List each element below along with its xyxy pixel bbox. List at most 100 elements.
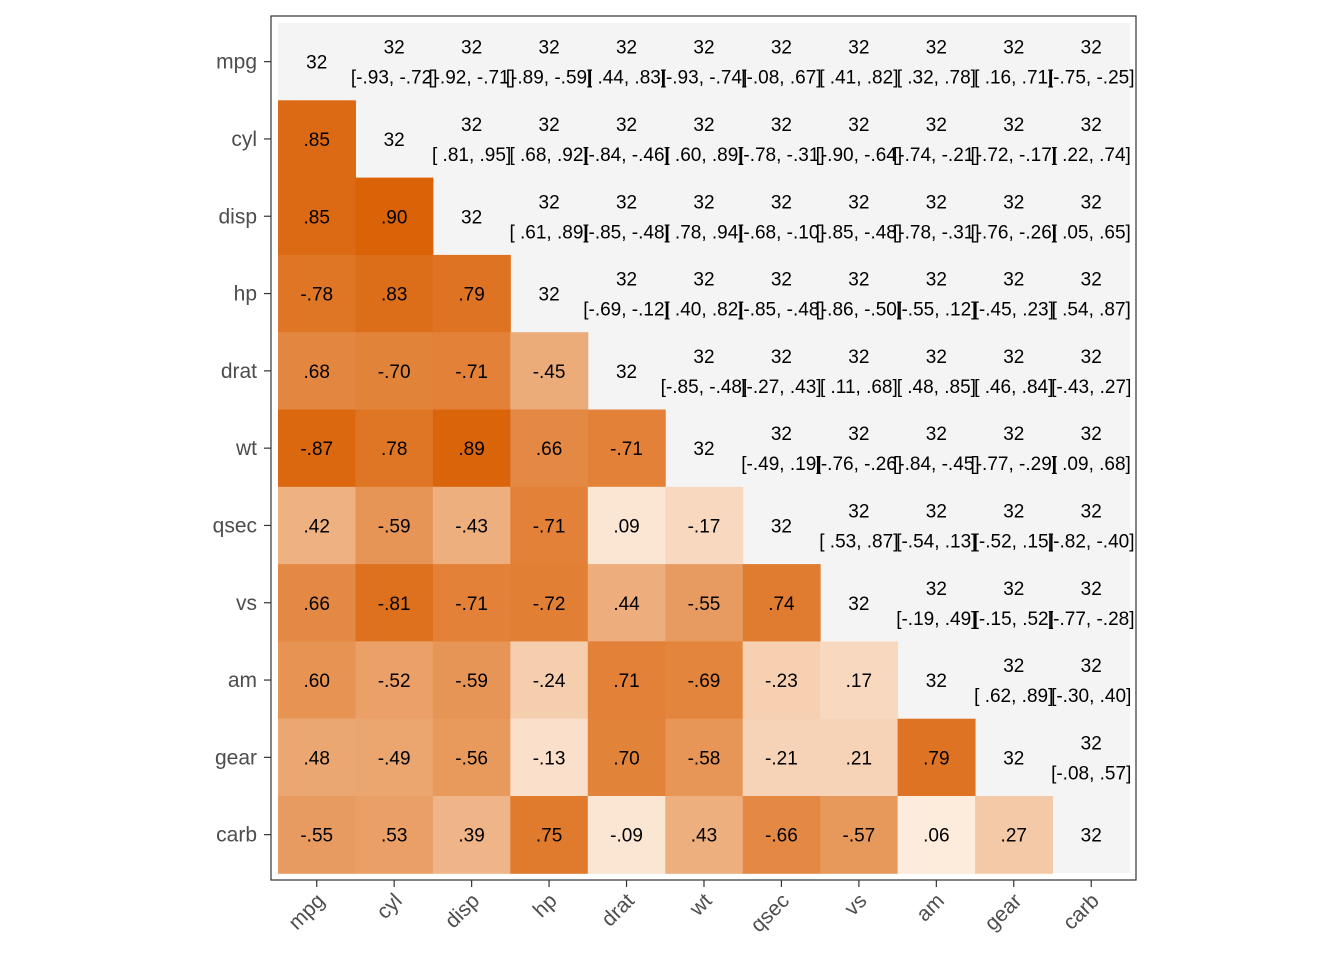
heatmap-cell-vs-qsec [742, 564, 821, 642]
sample-size-cyl-hp: 32 [539, 115, 560, 136]
confidence-interval-mpg-qsec: [-.08, .67] [741, 68, 821, 89]
correlation-label-carb-gear: .27 [1001, 826, 1027, 847]
confidence-interval-drat-carb: [-.43, .27] [1051, 377, 1131, 398]
heatmap-cell-disp-cyl [355, 177, 434, 256]
sample-size-cyl-vs: 32 [848, 115, 869, 136]
confidence-interval-disp-hp: [ .61, .89] [509, 222, 588, 243]
heatmap-cell-carb-drat [587, 796, 666, 874]
confidence-interval-am-carb: [-.30, .40] [1051, 686, 1131, 707]
heatmap-cell-carb-hp [510, 796, 589, 874]
heatmap-cell-carb-gear [975, 796, 1053, 874]
sample-size-qsec-carb: 32 [1081, 501, 1102, 522]
diagonal-count-qsec: 32 [771, 516, 792, 537]
sample-size-cyl-carb: 32 [1081, 115, 1102, 136]
diagonal-count-mpg: 32 [306, 53, 327, 74]
confidence-interval-mpg-vs: [ .41, .82] [819, 68, 898, 89]
confidence-interval-wt-am: [-.84, -.45] [893, 454, 980, 475]
confidence-interval-hp-gear: [-.45, .23] [974, 300, 1054, 321]
heatmap-cell-am-cyl [355, 641, 434, 720]
heatmap-cell-vs-cyl [355, 564, 434, 642]
confidence-interval-disp-am: [-.78, -.31] [893, 222, 980, 243]
sample-size-mpg-cyl: 32 [384, 38, 405, 59]
confidence-interval-hp-am: [-.55, .12] [896, 300, 976, 321]
confidence-interval-qsec-am: [-.54, .13] [896, 531, 976, 552]
confidence-interval-hp-wt: [ .40, .82] [664, 300, 743, 321]
sample-size-disp-carb: 32 [1081, 192, 1102, 213]
heatmap-cell-carb-am [897, 796, 976, 874]
correlation-label-carb-cyl: .53 [381, 826, 407, 847]
y-tick-label-hp: hp [234, 283, 257, 306]
correlation-label-am-disp: -.59 [455, 671, 488, 692]
correlation-label-drat-cyl: -.70 [378, 362, 411, 383]
sample-size-drat-qsec: 32 [771, 347, 792, 368]
heatmap-cell-qsec-cyl [355, 486, 434, 565]
heatmap-cell-hp-mpg [278, 254, 356, 333]
heatmap-cell-am-mpg [278, 641, 356, 720]
correlation-label-carb-mpg: -.55 [300, 826, 333, 847]
diagonal-count-am: 32 [926, 671, 947, 692]
sample-size-wt-qsec: 32 [771, 424, 792, 445]
confidence-interval-cyl-disp: [ .81, .95] [432, 145, 511, 166]
correlation-label-carb-qsec: -.66 [765, 826, 798, 847]
correlation-label-hp-disp: .79 [458, 285, 484, 306]
sample-size-drat-vs: 32 [848, 347, 869, 368]
correlation-label-drat-hp: -.45 [533, 362, 566, 383]
heatmap-cell-qsec-mpg [278, 486, 356, 565]
correlation-label-am-qsec: -.23 [765, 671, 798, 692]
y-tick-label-am: am [228, 669, 257, 692]
correlation-label-hp-cyl: .83 [381, 285, 407, 306]
heatmap-cell-vs-wt [665, 564, 744, 642]
sample-size-drat-am: 32 [926, 347, 947, 368]
confidence-interval-cyl-wt: [ .60, .89] [664, 145, 743, 166]
sample-size-drat-carb: 32 [1081, 347, 1102, 368]
correlation-label-vs-mpg: .66 [304, 594, 330, 615]
diagonal-count-vs: 32 [848, 594, 869, 615]
sample-size-hp-drat: 32 [616, 270, 637, 291]
heatmap-cell-vs-drat [587, 564, 666, 642]
sample-size-cyl-wt: 32 [693, 115, 714, 136]
confidence-interval-wt-vs: [-.76, -.26] [816, 454, 903, 475]
correlation-label-gear-disp: -.56 [455, 748, 488, 769]
heatmap-cell-qsec-disp [432, 486, 511, 565]
sample-size-cyl-am: 32 [926, 115, 947, 136]
y-tick-label-mpg: mpg [216, 51, 257, 74]
sample-size-hp-vs: 32 [848, 270, 869, 291]
sample-size-mpg-gear: 32 [1003, 38, 1024, 59]
sample-size-mpg-am: 32 [926, 38, 947, 59]
correlation-label-vs-wt: -.55 [688, 594, 721, 615]
confidence-interval-hp-vs: [-.86, -.50] [816, 300, 903, 321]
sample-size-hp-wt: 32 [693, 270, 714, 291]
correlation-label-carb-disp: .39 [458, 826, 484, 847]
correlation-label-vs-disp: -.71 [455, 594, 488, 615]
correlation-label-qsec-disp: -.43 [455, 516, 488, 537]
heatmap-cell-gear-hp [510, 718, 589, 797]
confidence-interval-mpg-carb: [-.75, -.25] [1048, 68, 1135, 89]
confidence-interval-disp-drat: [-.85, -.48] [583, 222, 670, 243]
confidence-interval-mpg-gear: [ .16, .71] [974, 68, 1053, 89]
sample-size-wt-am: 32 [926, 424, 947, 445]
correlation-label-qsec-mpg: .42 [304, 516, 330, 537]
sample-size-drat-wt: 32 [693, 347, 714, 368]
heatmap-cell-carb-disp [432, 796, 511, 874]
confidence-interval-disp-vs: [-.85, -.48] [816, 222, 903, 243]
sample-size-hp-gear: 32 [1003, 270, 1024, 291]
confidence-interval-drat-qsec: [-.27, .43] [741, 377, 821, 398]
confidence-interval-drat-wt: [-.85, -.48] [661, 377, 748, 398]
correlation-label-vs-hp: -.72 [533, 594, 566, 615]
confidence-interval-cyl-vs: [-.90, -.64] [816, 145, 903, 166]
heatmap-cell-gear-qsec [742, 718, 821, 797]
confidence-interval-drat-am: [ .48, .85] [897, 377, 976, 398]
confidence-interval-hp-qsec: [-.85, -.48] [738, 300, 825, 321]
sample-size-cyl-qsec: 32 [771, 115, 792, 136]
confidence-interval-gear-carb: [-.08, .57] [1051, 763, 1131, 784]
confidence-interval-qsec-carb: [-.82, -.40] [1048, 531, 1135, 552]
correlation-label-cyl-mpg: .85 [304, 130, 330, 151]
heatmap-cell-qsec-drat [587, 486, 666, 565]
heatmap-cell-am-wt [665, 641, 744, 720]
sample-size-disp-qsec: 32 [771, 192, 792, 213]
confidence-interval-vs-am: [-.19, .49] [896, 609, 976, 630]
sample-size-disp-gear: 32 [1003, 192, 1024, 213]
confidence-interval-cyl-carb: [ .22, .74] [1052, 145, 1131, 166]
heatmap-cell-gear-drat [587, 718, 666, 797]
correlation-label-drat-mpg: .68 [304, 362, 330, 383]
